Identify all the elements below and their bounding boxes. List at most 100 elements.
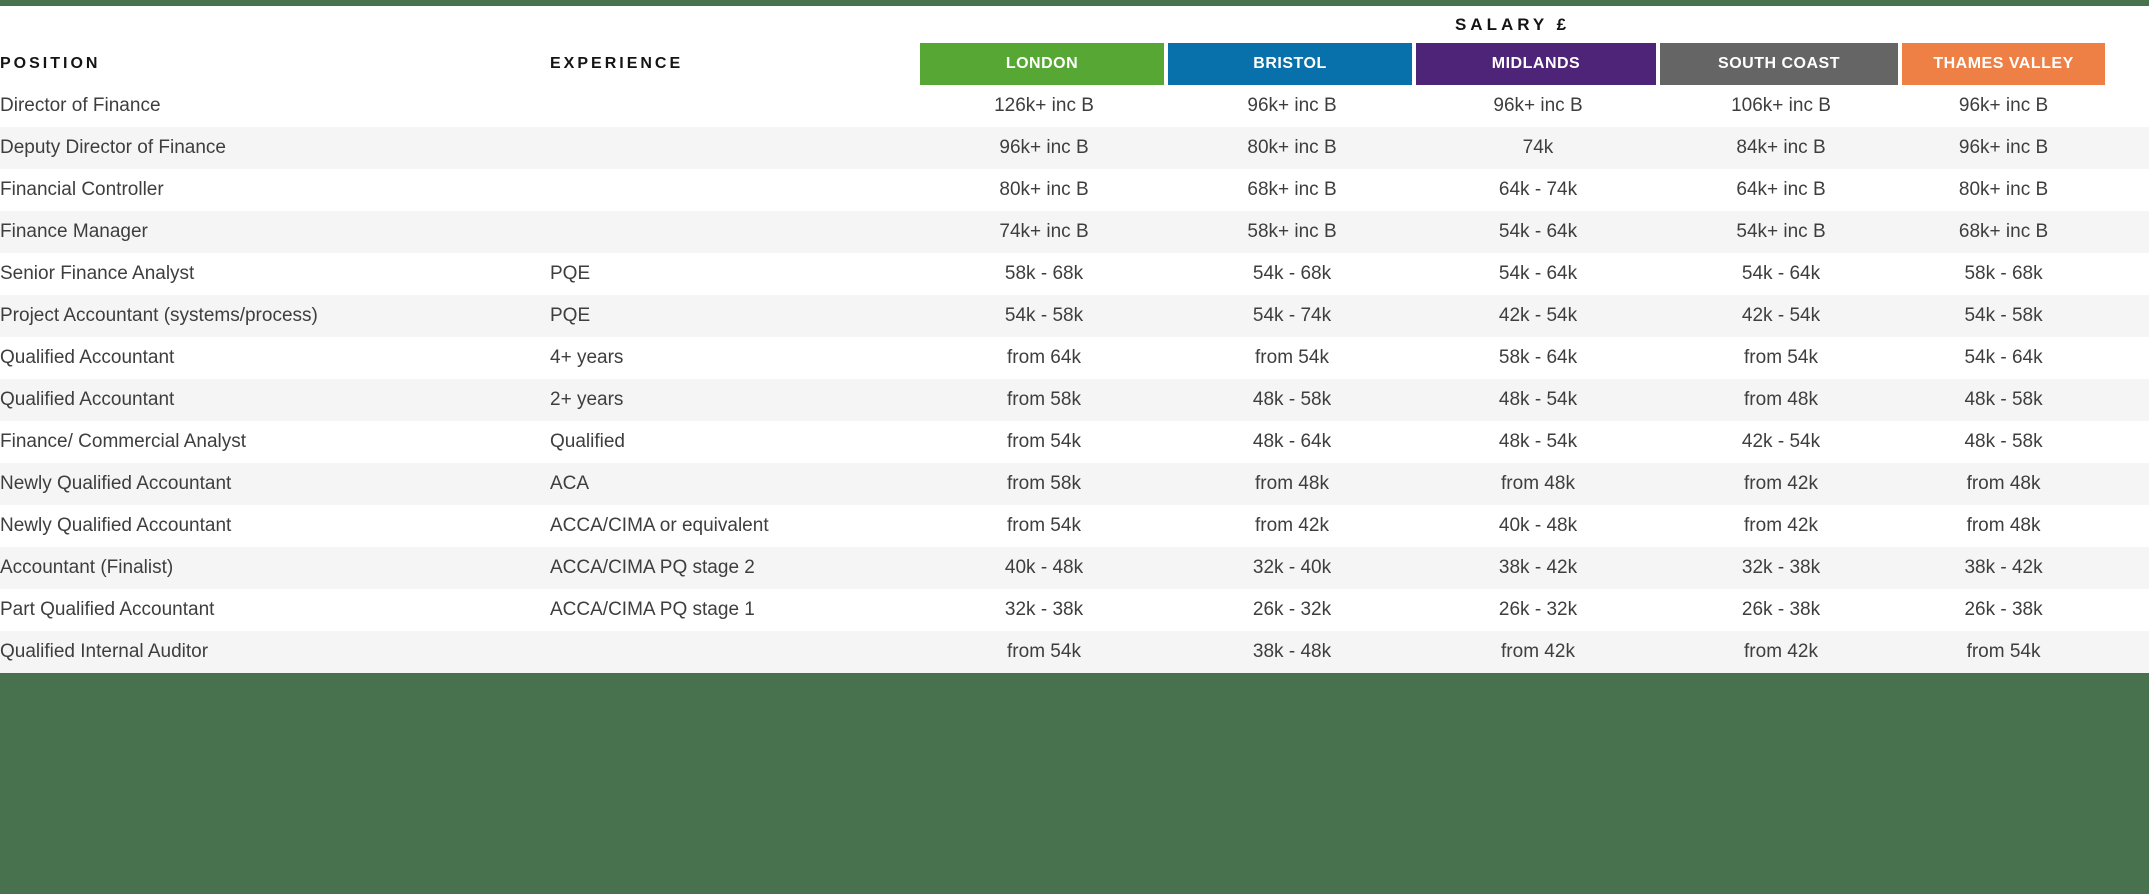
- salary-cell-thames-valley: 58k - 68k: [1964, 263, 2043, 284]
- column-header-bristol: BRISTOL: [1168, 43, 1416, 85]
- experience-cell: [550, 211, 920, 253]
- salary-cell-london: from 54k: [1007, 431, 1081, 452]
- right-margin-spacer: [2105, 631, 2149, 673]
- table-row: Accountant (Finalist) ACCA/CIMA PQ stage …: [0, 547, 2149, 589]
- column-header-row: POSITION EXPERIENCE LONDON BRISTOL MIDLA…: [0, 43, 2149, 85]
- right-margin-spacer: [2105, 127, 2149, 169]
- salary-cell-london: 58k - 68k: [1004, 263, 1084, 284]
- salary-cell-thames-valley: 54k - 58k: [1964, 305, 2043, 326]
- salary-cell-thames-valley: 48k - 58k: [1964, 389, 2043, 410]
- salary-cell-thames-valley: from 48k: [1966, 473, 2041, 494]
- position-cell: Finance Manager: [0, 221, 148, 242]
- right-margin-spacer: [2105, 505, 2149, 547]
- salary-cell-midlands: 26k - 32k: [1498, 599, 1578, 620]
- salary-cell-midlands: 54k - 64k: [1498, 221, 1578, 242]
- column-header-south-coast: SOUTH COAST: [1660, 43, 1902, 85]
- right-margin-spacer: [2105, 379, 2149, 421]
- right-margin-spacer: [2105, 85, 2149, 127]
- salary-cell-south-coast: 64k+ inc B: [1736, 179, 1826, 200]
- position-cell: Financial Controller: [0, 179, 164, 200]
- table-row: Finance Manager 74k+ inc B 58k+ inc B 54k -…: [0, 211, 2149, 253]
- table-row: Qualified Accountant 4+ years from 64k from…: [0, 337, 2149, 379]
- experience-cell: ACCA/CIMA PQ stage 1: [550, 599, 755, 620]
- salary-cell-london: 32k - 38k: [1004, 599, 1084, 620]
- salary-cell-south-coast: from 54k: [1744, 347, 1818, 368]
- right-margin-spacer: [2105, 253, 2149, 295]
- salary-cell-bristol: from 48k: [1255, 473, 1329, 494]
- salary-cell-london: from 58k: [1007, 389, 1081, 410]
- right-margin-spacer: [2105, 295, 2149, 337]
- table-row: Newly Qualified Accountant ACA from 58k fro…: [0, 463, 2149, 505]
- experience-cell: [550, 169, 920, 211]
- salary-section-row: SALARY £: [0, 6, 2149, 43]
- right-margin-spacer: [2105, 547, 2149, 589]
- table-body: Director of Finance 126k+ inc B 96k+ inc B…: [0, 85, 2149, 673]
- table-row: Project Accountant (systems/process) PQE 5…: [0, 295, 2149, 337]
- salary-cell-thames-valley: 96k+ inc B: [1958, 95, 2049, 116]
- salary-cell-thames-valley: 68k+ inc B: [1958, 221, 2049, 242]
- experience-cell: 4+ years: [550, 347, 624, 368]
- salary-cell-london: from 64k: [1007, 347, 1081, 368]
- salary-cell-thames-valley: 48k - 58k: [1964, 431, 2043, 452]
- experience-cell: PQE: [550, 263, 591, 284]
- position-cell: Accountant (Finalist): [0, 557, 174, 578]
- salary-cell-london: 126k+ inc B: [994, 95, 1094, 116]
- right-margin-spacer: [2105, 211, 2149, 253]
- right-margin-spacer: [2105, 169, 2149, 211]
- experience-cell: [550, 127, 920, 169]
- salary-cell-thames-valley: 80k+ inc B: [1958, 179, 2049, 200]
- experience-cell: Qualified: [550, 431, 625, 452]
- salary-cell-south-coast: from 42k: [1744, 515, 1818, 536]
- experience-cell: [550, 631, 920, 673]
- salary-cell-london: from 58k: [1007, 473, 1081, 494]
- column-header-thames-valley: THAMES VALLEY: [1902, 43, 2106, 85]
- position-cell: Qualified Internal Auditor: [0, 641, 209, 662]
- salary-cell-midlands: from 42k: [1501, 641, 1575, 662]
- position-cell: Director of Finance: [0, 95, 161, 116]
- salary-cell-bristol: 26k - 32k: [1252, 599, 1332, 620]
- salary-cell-south-coast: 106k+ inc B: [1731, 95, 1831, 116]
- table-row: Senior Finance Analyst PQE 58k - 68k 54k - …: [0, 253, 2149, 295]
- salary-cell-london: 80k+ inc B: [999, 179, 1089, 200]
- salary-cell-bristol: 48k - 58k: [1252, 389, 1332, 410]
- salary-cell-midlands: 40k - 48k: [1498, 515, 1578, 536]
- table-row: Qualified Accountant 2+ years from 58k 48k …: [0, 379, 2149, 421]
- salary-cell-bristol: from 54k: [1255, 347, 1329, 368]
- salary-cell-bristol: 54k - 68k: [1252, 263, 1332, 284]
- top-accent-bar: [0, 0, 2149, 6]
- salary-cell-south-coast: 54k - 64k: [1741, 263, 1821, 284]
- salary-cell-thames-valley: from 54k: [1966, 641, 2041, 662]
- salary-cell-bristol: 58k+ inc B: [1247, 221, 1337, 242]
- experience-cell: PQE: [550, 305, 591, 326]
- salary-cell-london: 54k - 58k: [1004, 305, 1084, 326]
- salary-cell-south-coast: 42k - 54k: [1741, 305, 1821, 326]
- position-cell: Qualified Accountant: [0, 347, 175, 368]
- table-row: Qualified Internal Auditor from 54k 38k - …: [0, 631, 2149, 673]
- salary-cell-bristol: 32k - 40k: [1252, 557, 1332, 578]
- salary-cell-london: 74k+ inc B: [999, 221, 1089, 242]
- salary-cell-london: 40k - 48k: [1004, 557, 1084, 578]
- salary-cell-bristol: 38k - 48k: [1252, 641, 1332, 662]
- position-cell: Newly Qualified Accountant: [0, 473, 232, 494]
- salary-cell-midlands: 42k - 54k: [1498, 305, 1578, 326]
- position-cell: Newly Qualified Accountant: [0, 515, 232, 536]
- table-row: Finance/ Commercial Analyst Qualified from…: [0, 421, 2149, 463]
- salary-cell-midlands: 48k - 54k: [1498, 431, 1578, 452]
- salary-table: SALARY £ POSITION EXPERIENCE LONDON BRIS…: [0, 6, 2149, 673]
- experience-cell: ACCA/CIMA or equivalent: [550, 515, 769, 536]
- table-row: Newly Qualified Accountant ACCA/CIMA or e…: [0, 505, 2149, 547]
- salary-cell-midlands: 64k - 74k: [1498, 179, 1578, 200]
- salary-cell-thames-valley: 54k - 64k: [1964, 347, 2043, 368]
- position-cell: Deputy Director of Finance: [0, 137, 226, 158]
- salary-cell-bristol: 48k - 64k: [1252, 431, 1332, 452]
- salary-cell-south-coast: 32k - 38k: [1741, 557, 1821, 578]
- experience-cell: ACA: [550, 473, 590, 494]
- column-header-experience: EXPERIENCE: [550, 43, 920, 85]
- salary-section-spacer: [0, 6, 920, 43]
- salary-section-header: SALARY £: [920, 6, 2106, 43]
- experience-cell: [550, 85, 920, 127]
- salary-cell-midlands: 96k+ inc B: [1493, 95, 1583, 116]
- salary-cell-thames-valley: 26k - 38k: [1964, 599, 2043, 620]
- salary-cell-bristol: 54k - 74k: [1252, 305, 1332, 326]
- experience-cell: ACCA/CIMA PQ stage 2: [550, 557, 755, 578]
